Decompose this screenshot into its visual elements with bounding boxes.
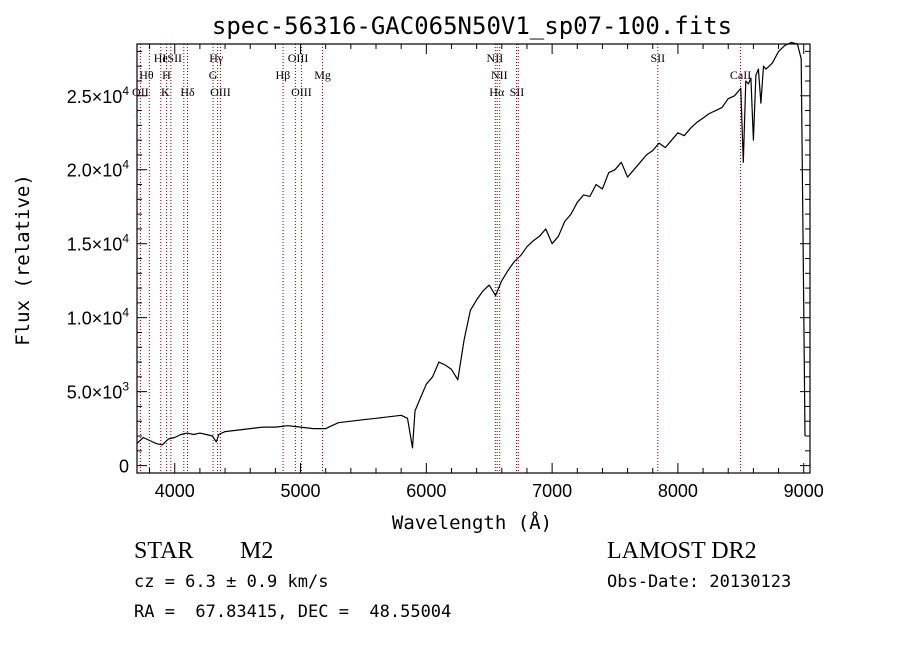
spectral-line-label: OIII <box>210 85 231 99</box>
sky-coordinates: RA = 67.83415, DEC = 48.55004 <box>134 602 452 622</box>
x-tick-label: 4000 <box>155 481 195 501</box>
redshift-velocity: cz = 6.3 ± 0.9 km/s <box>134 572 329 592</box>
spectral-line-label: OIII <box>288 51 309 65</box>
y-tick-label: 1.0×104 <box>67 306 130 329</box>
spectral-line-label: CaII <box>730 68 751 82</box>
x-tick-label: 5000 <box>281 481 321 501</box>
spectral-line-label: H <box>162 68 171 82</box>
spectral-line-label: OIII <box>291 85 312 99</box>
y-axis-label: Flux (relative) <box>12 174 34 346</box>
spectral-line-label: Mg <box>314 68 331 82</box>
spectral-line-label: OII <box>132 85 149 99</box>
x-tick-label: 9000 <box>784 481 824 501</box>
spectral-line-label: Hθ <box>139 68 154 82</box>
y-tick-label: 1.5×104 <box>67 232 130 255</box>
spectral-line-label: Hδ <box>180 85 195 99</box>
x-tick-label: 6000 <box>406 481 446 501</box>
spectral-line-label: G <box>209 68 218 82</box>
y-tick-label: 2.0×104 <box>67 158 130 181</box>
spectral-line-label: Hγ <box>209 51 224 65</box>
spectral-line-label: NII <box>487 51 504 65</box>
object-class: STAR <box>134 538 194 564</box>
spectral-line-label: Hα <box>489 85 505 99</box>
y-tick-label: 5.0×103 <box>67 380 130 403</box>
spectral-line-label: I <box>162 51 166 65</box>
y-tick-label: 0 <box>119 457 129 477</box>
plot-frame <box>136 43 811 474</box>
spectral-line-label: He <box>154 51 168 65</box>
spectral-line-label: SII <box>167 51 182 65</box>
observation-date: Obs-Date: 20130123 <box>607 572 792 592</box>
chart-title: spec-56316-GAC065N50V1_sp07-100.fits <box>212 12 732 40</box>
x-axis-label: Wavelength (Å) <box>392 511 552 534</box>
spectral-line-label: K <box>161 85 170 99</box>
spectral-line-label: Hβ <box>276 68 291 82</box>
x-tick-label: 8000 <box>658 481 698 501</box>
x-tick-label: 7000 <box>532 481 572 501</box>
spectrum-line <box>136 41 806 449</box>
survey-name: LAMOST DR2 <box>607 538 757 564</box>
y-tick-label: 2.5×104 <box>67 84 130 107</box>
spectral-line-label: SII <box>650 51 665 65</box>
spectral-line-label: NII <box>491 68 508 82</box>
object-subclass: M2 <box>240 538 274 564</box>
spectral-line-label: SII <box>510 85 525 99</box>
